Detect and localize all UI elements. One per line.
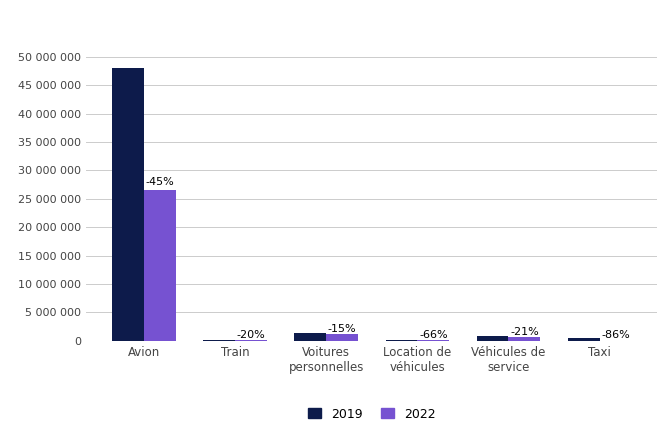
Bar	[294, 333, 326, 341]
Text: -86%: -86%	[601, 330, 630, 340]
Bar	[386, 340, 418, 341]
Text: -66%: -66%	[419, 330, 448, 340]
Bar	[326, 334, 358, 341]
Text: -20%: -20%	[237, 330, 266, 340]
Bar	[235, 340, 267, 341]
Bar	[112, 68, 144, 341]
Bar	[568, 338, 600, 341]
Text: Comparaison des émissions de GES (kgCO2e) entre 2019 et 2022: Comparaison des émissions de GES (kgCO2e…	[52, 18, 612, 34]
Text: -21%: -21%	[510, 327, 539, 337]
Bar	[203, 340, 235, 341]
Bar	[509, 337, 540, 341]
Bar	[477, 336, 509, 341]
Legend: 2019, 2022: 2019, 2022	[303, 402, 440, 426]
Text: -15%: -15%	[328, 324, 357, 334]
Text: -45%: -45%	[145, 177, 175, 187]
Bar	[144, 191, 176, 341]
